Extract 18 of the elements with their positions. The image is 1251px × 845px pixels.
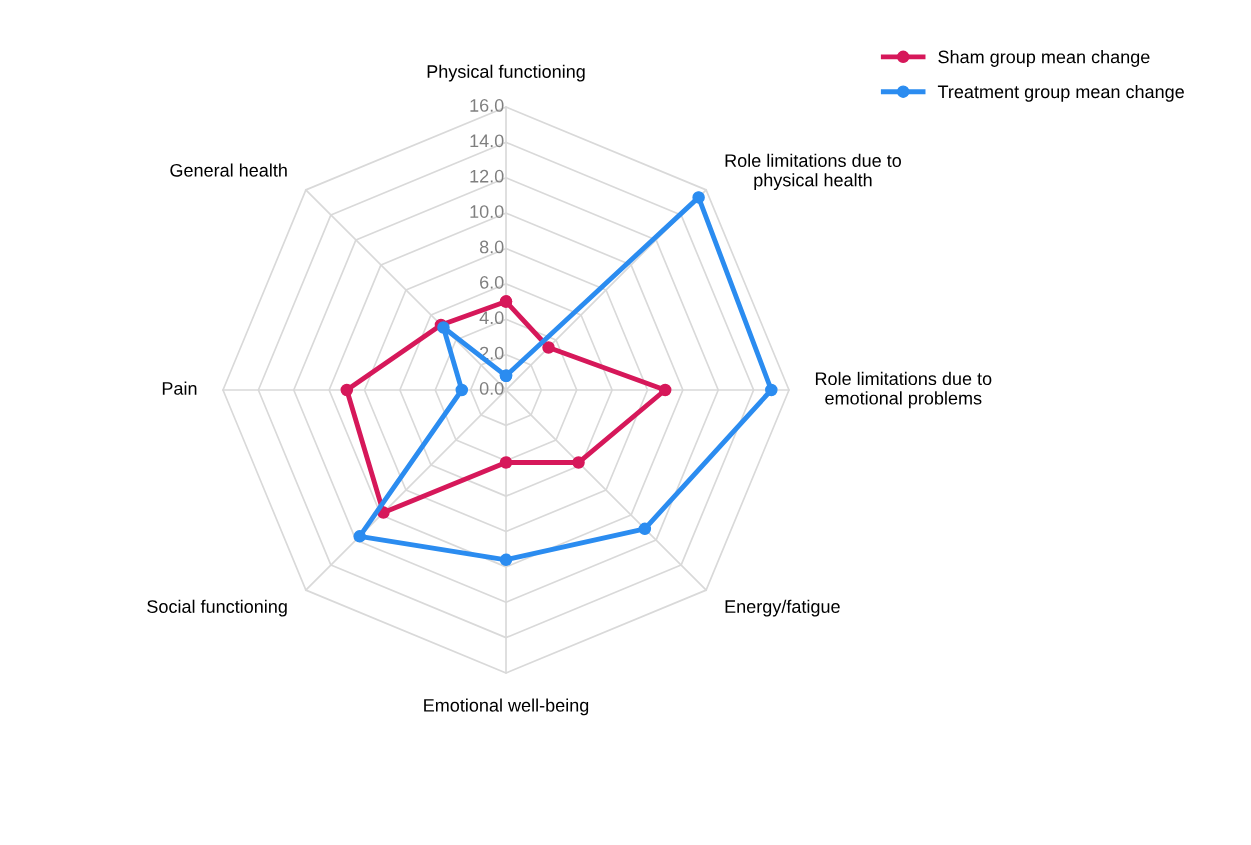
legend-label: Sham group mean change bbox=[938, 50, 1150, 67]
spoke-label: Energy/fatigue bbox=[725, 599, 840, 617]
y-tick-label: 14.0 bbox=[470, 134, 504, 148]
y-tick-label: 4.0 bbox=[479, 311, 504, 325]
spoke-label: Physical functioning bbox=[427, 64, 585, 82]
y-tick-label: 6.0 bbox=[480, 275, 504, 289]
spoke-label: Social functioning bbox=[147, 599, 287, 617]
y-tick-label: 12.0 bbox=[470, 169, 504, 183]
y-tick-label: 10.0 bbox=[470, 205, 504, 218]
spoke-label: General health bbox=[170, 163, 287, 177]
spoke-label: Pain bbox=[162, 381, 197, 395]
y-tick-label: 16.0 bbox=[470, 99, 504, 112]
y-tick-label: 0.0 bbox=[479, 382, 504, 395]
spoke-label: Emotional well-being bbox=[424, 698, 589, 716]
legend-label: Treatment group mean change bbox=[937, 84, 1184, 102]
spoke-label: Role limitations due to physical health bbox=[725, 153, 901, 191]
y-tick-label: 8.0 bbox=[479, 240, 504, 254]
spoke-label: Role limitations due to emotional problems bbox=[815, 371, 992, 409]
